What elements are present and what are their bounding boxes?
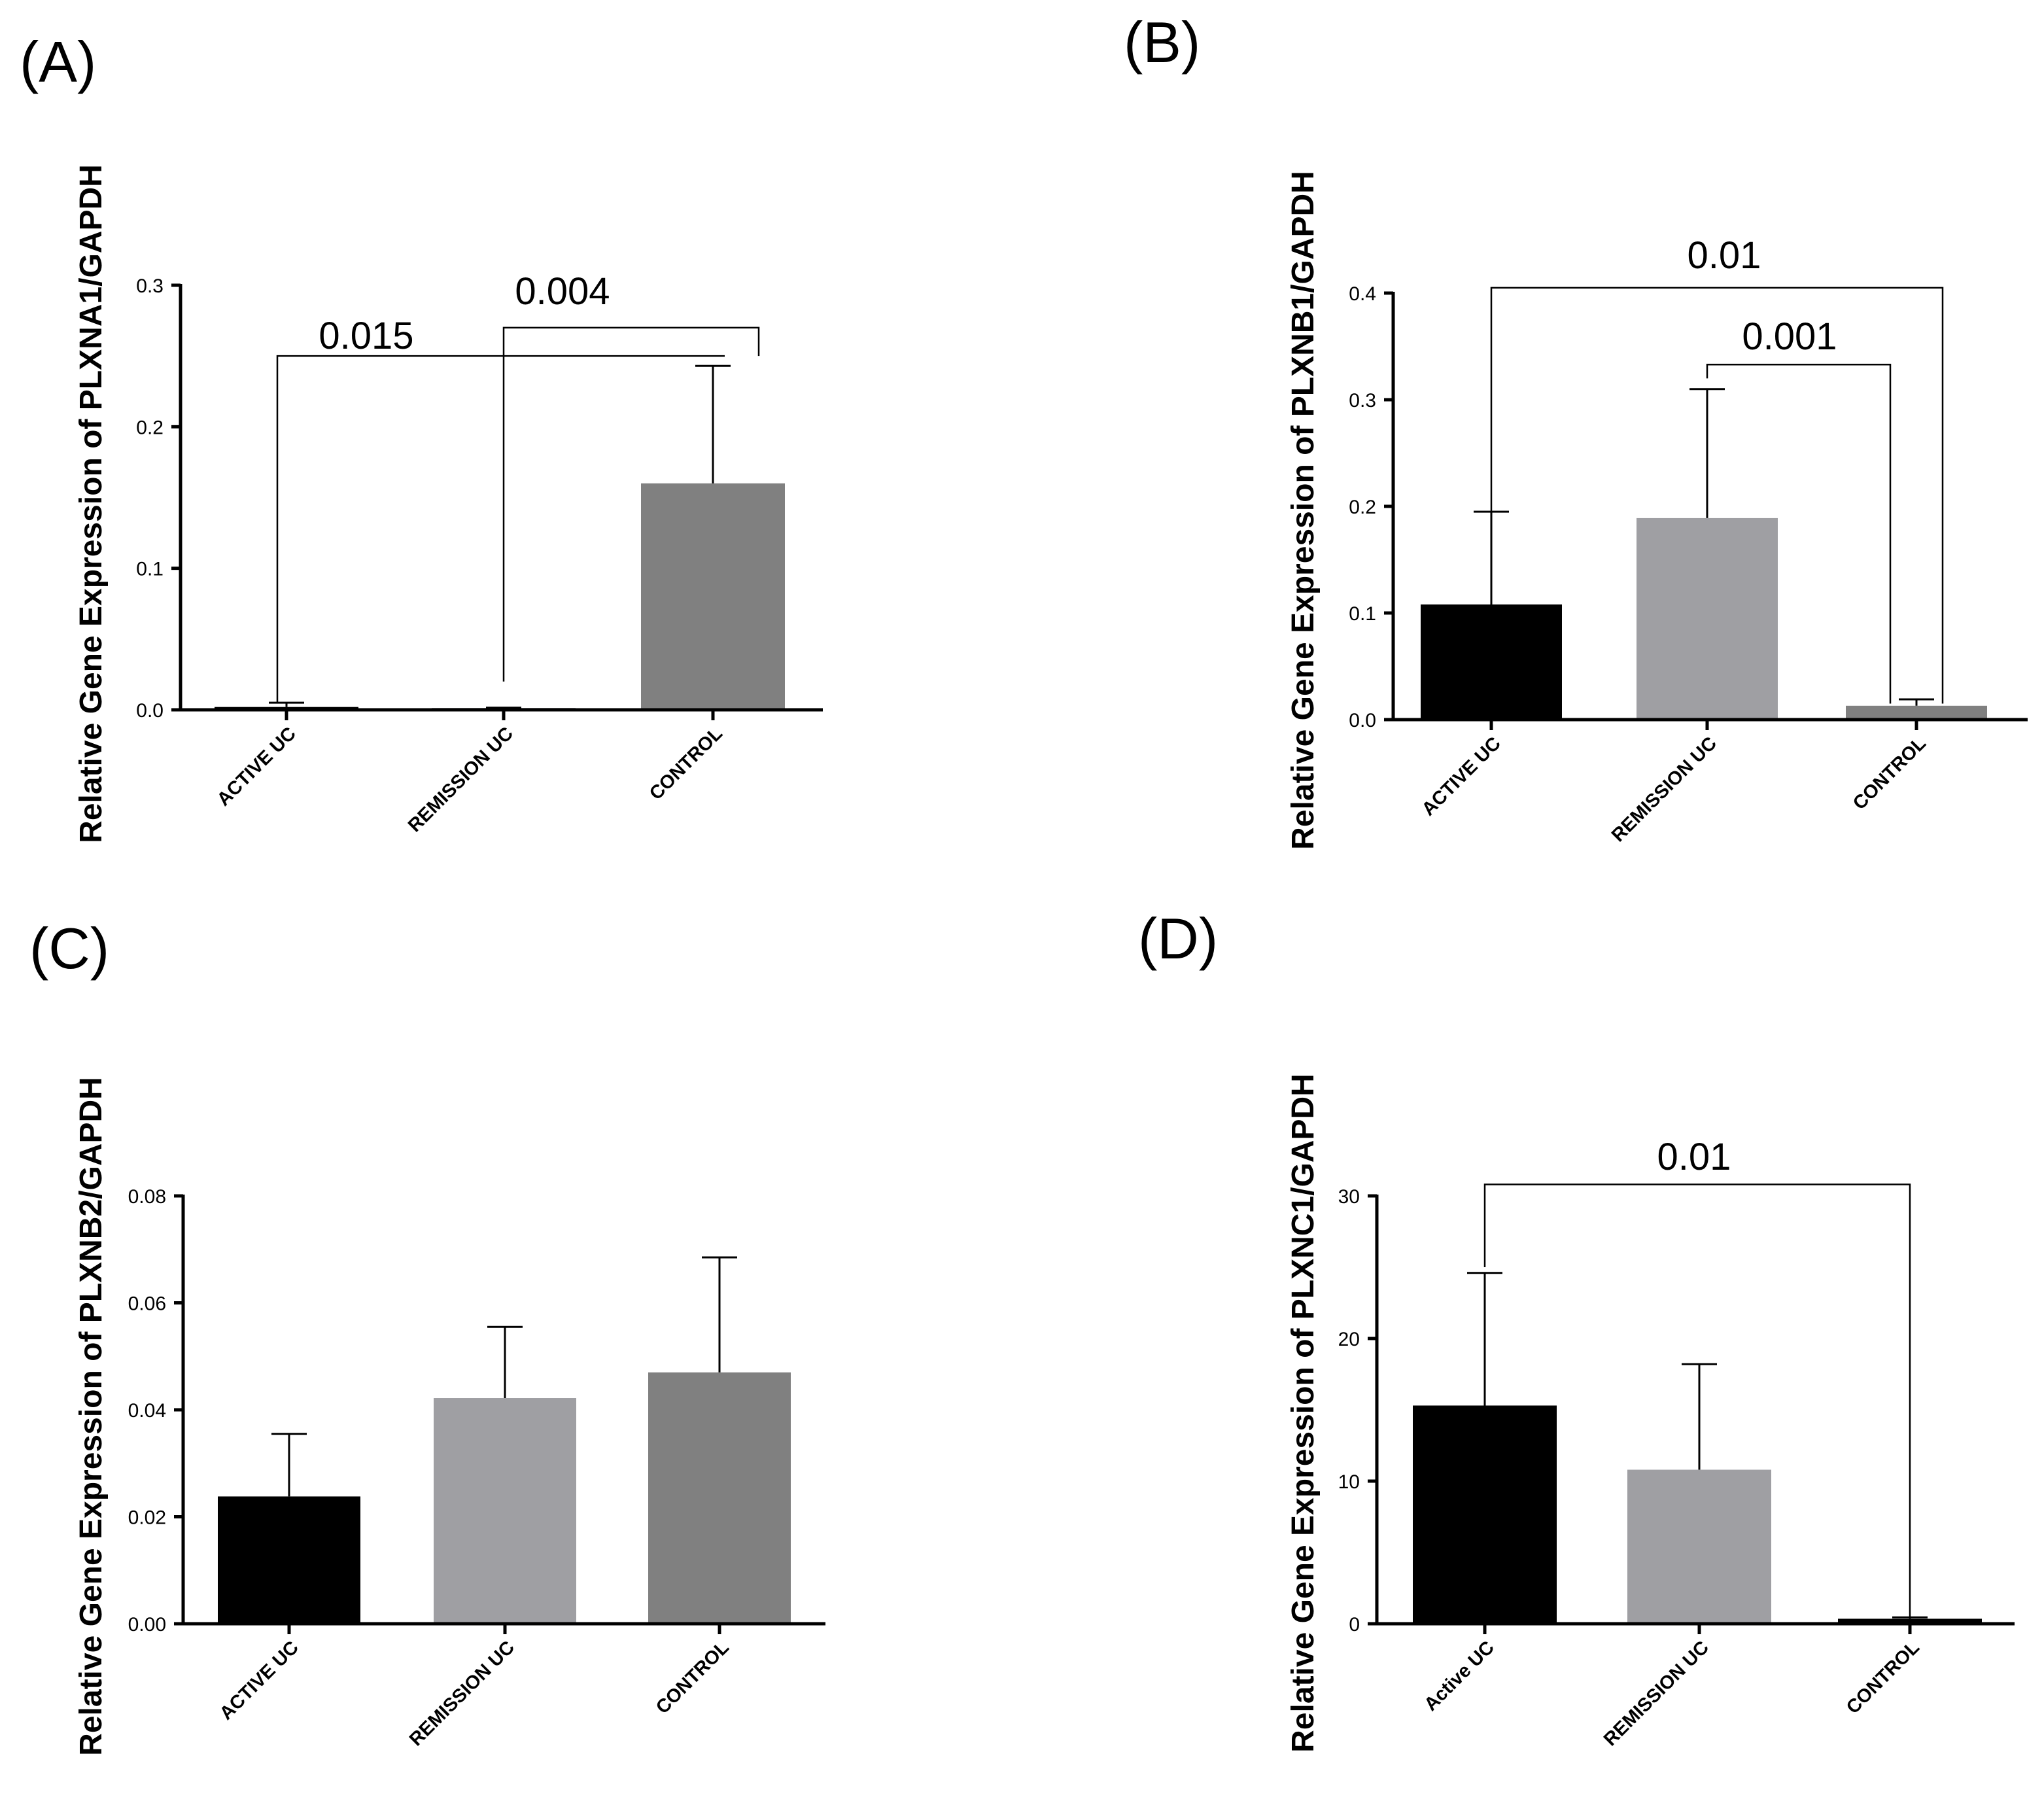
significance-label-2: 0.004: [515, 270, 610, 313]
bar-1: [1421, 604, 1562, 720]
y-tick-label: 20: [1338, 1329, 1360, 1350]
y-axis-title: Relative Gene Expression of PLXNB2/GAPDH: [74, 1077, 109, 1756]
y-tick-label: 0.2: [136, 417, 164, 438]
bar-2: [1627, 1469, 1771, 1624]
x-tick-label: REMISSION UC: [1600, 1637, 1713, 1750]
significance-label-2: 0.001: [1742, 315, 1837, 358]
bar-2: [434, 1398, 576, 1624]
y-tick-label: 0.06: [128, 1293, 166, 1315]
y-tick-label: 0.08: [128, 1186, 166, 1208]
significance-label-1: 0.01: [1688, 234, 1761, 277]
y-tick-label: 0.04: [128, 1400, 166, 1422]
significance-bracket-1: [1483, 1183, 1911, 1618]
significance-bracket-2: [1706, 363, 1892, 704]
bar-3: [1838, 1619, 1982, 1624]
y-tick-label: 0.02: [128, 1507, 166, 1529]
y-tick-label: 10: [1338, 1471, 1360, 1493]
y-tick-label: 0: [1349, 1614, 1360, 1636]
error-bar-1: [271, 1433, 307, 1497]
significance-bracket-1: [276, 355, 725, 703]
x-tick-label: REMISSION UC: [1608, 733, 1721, 846]
bar-1: [1413, 1405, 1557, 1624]
error-bar-3: [702, 1256, 737, 1373]
error-bar-2: [487, 1325, 523, 1399]
significance-label-1: 0.015: [319, 315, 413, 357]
x-tick-label: REMISSION UC: [404, 723, 517, 836]
significance-bracket-2: [502, 326, 760, 682]
bar-3: [648, 1372, 791, 1624]
chart-panel-2: (B) Relative Gene Expression of PLXNB1/GA…: [1124, 10, 2028, 850]
y-tick-label: 0.4: [1349, 283, 1376, 305]
x-tick-label: Active UC: [1420, 1637, 1498, 1715]
y-tick-label: 0.0: [1349, 710, 1376, 731]
y-tick-label: 30: [1338, 1186, 1360, 1208]
panel-label: (C): [29, 916, 109, 981]
x-tick-label: CONTROL: [1843, 1637, 1924, 1718]
error-bar-1: [269, 701, 304, 707]
y-axis-title: Relative Gene Expression of PLXNB1/GAPDH: [1286, 171, 1321, 850]
error-bar-3: [695, 364, 731, 483]
y-axis-title: Relative Gene Expression of PLXNC1/GAPDH: [1286, 1074, 1321, 1753]
chart-panel-1: (A) Relative Gene Expression of PLXNA1/GA…: [20, 29, 823, 843]
error-bar-3: [1892, 1616, 1928, 1619]
y-tick-label: 0.1: [136, 559, 164, 580]
y-tick-label: 0.0: [136, 700, 164, 722]
error-bar-1: [1467, 1272, 1502, 1406]
x-tick-label: ACTIVE UC: [216, 1637, 303, 1724]
bar-1: [218, 1496, 360, 1624]
panel-label: (D): [1138, 906, 1218, 971]
x-tick-label: ACTIVE UC: [213, 723, 300, 810]
x-tick-label: REMISSION UC: [406, 1637, 519, 1750]
error-bar-2: [1689, 388, 1725, 518]
y-tick-label: 0.1: [1349, 603, 1376, 625]
chart-panel-3: (C) Relative Gene Expression of PLXNB2/GA…: [29, 916, 825, 1756]
x-tick-label: ACTIVE UC: [1418, 733, 1505, 820]
panel-label: (A): [20, 29, 96, 94]
chart-panel-4: (D) Relative Gene Expression of PLXNC1/GA…: [1138, 906, 2015, 1753]
y-tick-label: 0.00: [128, 1614, 166, 1636]
bar-2: [1637, 517, 1778, 720]
x-tick-label: CONTROL: [646, 723, 727, 804]
bar-3: [641, 483, 785, 710]
y-tick-label: 0.2: [1349, 497, 1376, 518]
y-tick-label: 0.3: [136, 275, 164, 297]
bar-3: [1846, 705, 1987, 720]
x-tick-label: CONTROL: [652, 1637, 733, 1718]
error-bar-2: [1682, 1363, 1717, 1470]
panel-label: (B): [1124, 10, 1200, 75]
y-axis-title: Relative Gene Expression of PLXNA1/GAPDH: [74, 164, 109, 843]
y-tick-label: 0.3: [1349, 390, 1376, 411]
error-bar-3: [1899, 698, 1934, 706]
significance-bracket-1: [1490, 287, 1944, 704]
x-tick-label: CONTROL: [1849, 733, 1930, 814]
significance-label-1: 0.01: [1657, 1136, 1731, 1178]
